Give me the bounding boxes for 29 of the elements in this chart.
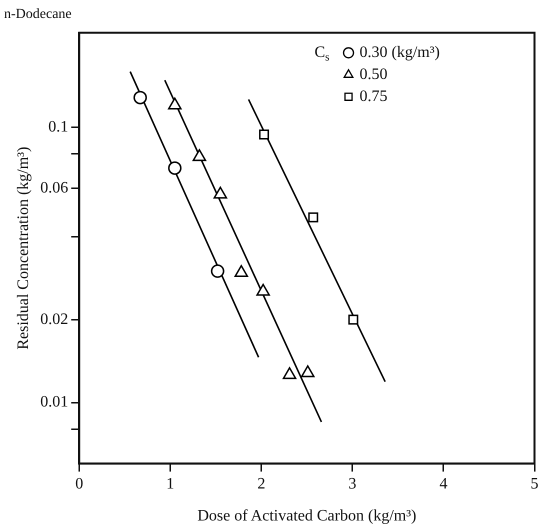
point (192, 149, 206, 162)
y-tick-label: 0.06 (40, 179, 68, 196)
y-tick-label: 0.01 (40, 394, 68, 411)
point (259, 130, 270, 140)
y-axis-title: Residual Concentration (kg/m³) (14, 146, 32, 350)
x-tick-label: 3 (348, 475, 356, 492)
legend-label: 0.50 (360, 66, 388, 84)
x-axis-title: Dose of Activated Carbon (kg/m³) (197, 508, 416, 525)
legend-label: 0.75 (360, 88, 388, 106)
y-tick-label: 0.1 (48, 118, 68, 136)
x-tick-label: 2 (257, 475, 266, 492)
point (308, 212, 318, 222)
point (282, 367, 296, 380)
point (348, 314, 358, 325)
point (168, 98, 182, 110)
x-tick-label: 1 (166, 475, 174, 492)
point (133, 90, 147, 104)
x-tick-label: 0 (75, 475, 84, 492)
point (300, 365, 315, 378)
point (168, 161, 182, 175)
x-tick-label: 5 (530, 475, 538, 492)
x-tick-label: 4 (439, 475, 448, 492)
point (214, 186, 228, 199)
point (210, 264, 224, 278)
point (234, 264, 248, 277)
chart-title: n-Dodecane (4, 7, 72, 22)
point (256, 284, 270, 296)
legend-label: 0.30 (kg/m³) (360, 44, 440, 62)
y-tick-label: 0.02 (40, 310, 68, 328)
